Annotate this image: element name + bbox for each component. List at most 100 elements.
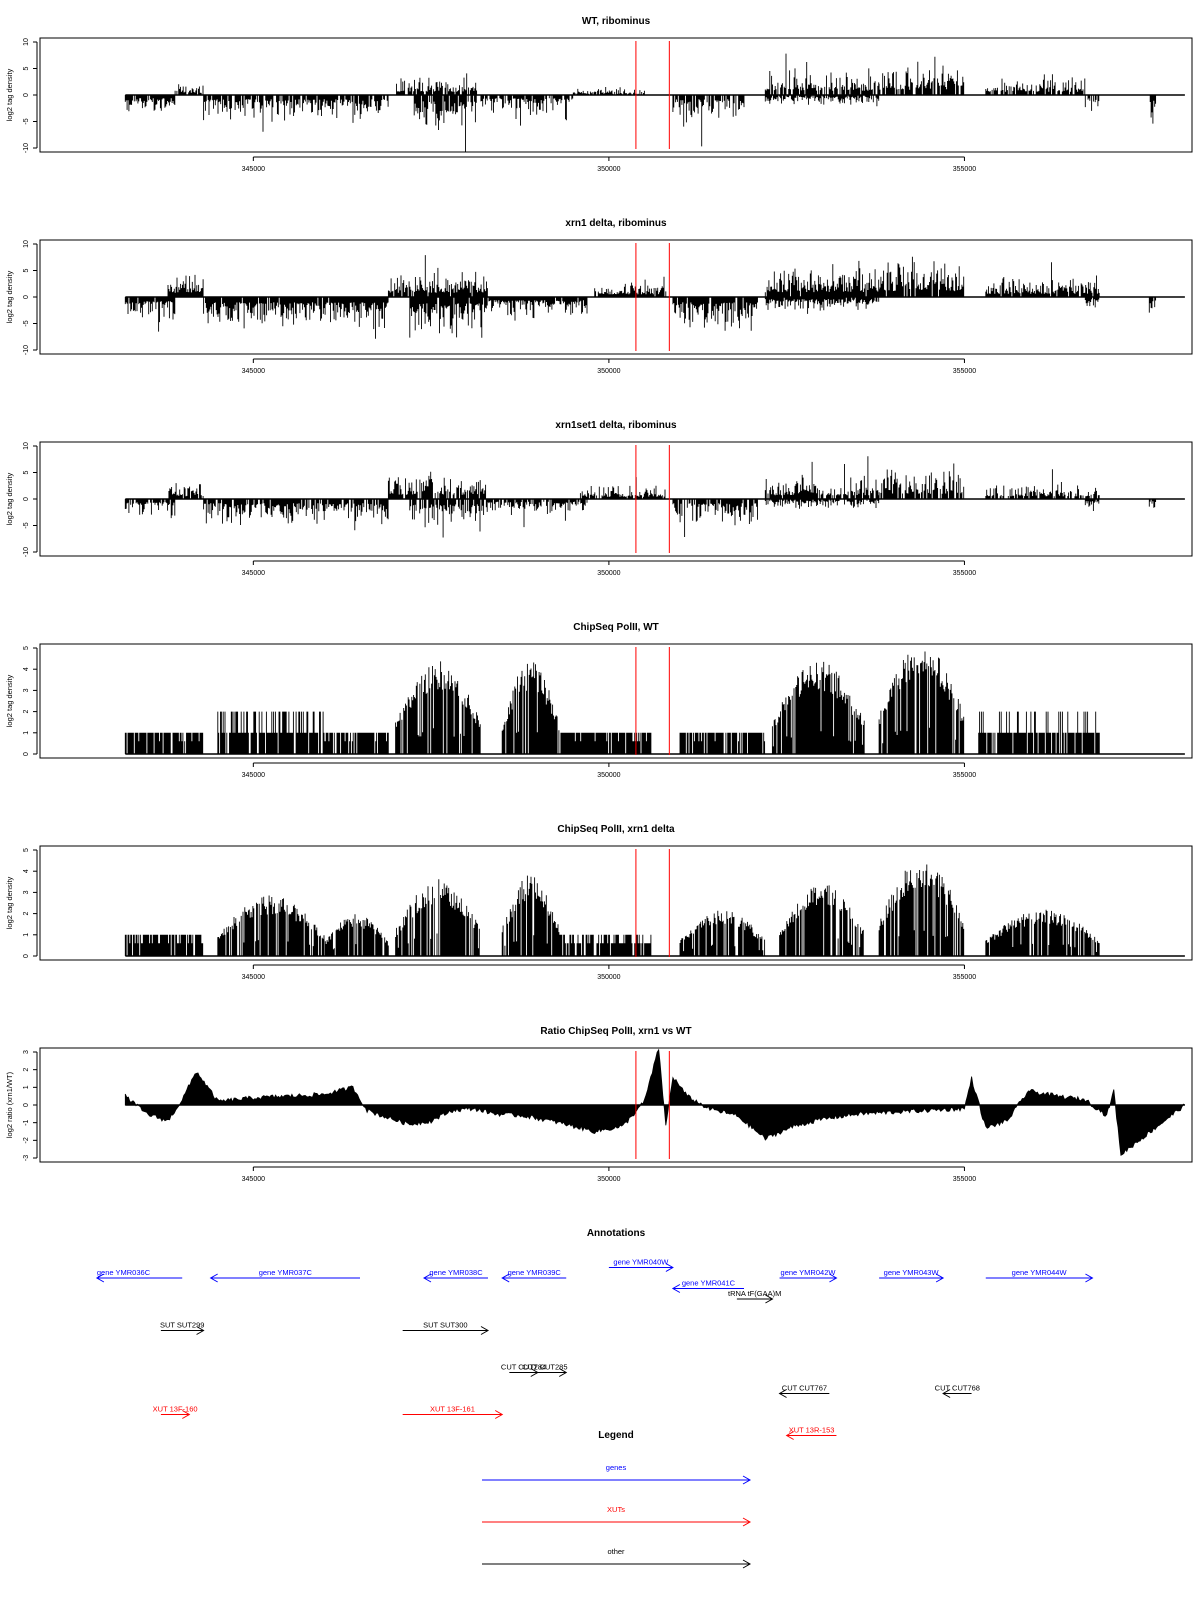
annotation-label: XUT 13F-161	[430, 1405, 475, 1414]
y-tick-label: 10	[23, 442, 30, 450]
chart-panel-5: ChipSeq PolII, xrn1 delta log2 tag densit…	[5, 824, 1193, 981]
annotation-feature: gene YMR038C	[422, 1268, 488, 1283]
arrowhead-left-icon	[209, 1273, 218, 1283]
y-tick-label: 3	[23, 1050, 30, 1054]
arrowhead-right-icon	[742, 1475, 752, 1485]
chart-panel-6: Ratio ChipSeq PolII, xrn1 vs WT log2 rati…	[5, 1026, 1193, 1183]
x-tick-label: 355000	[953, 772, 976, 779]
x-tick-label: 355000	[953, 166, 976, 173]
x-tick-label: 350000	[597, 1176, 620, 1183]
arrowhead-left-icon	[778, 1389, 787, 1398]
annotation-feature: XUT 13F-160	[153, 1405, 198, 1419]
y-tick-label: -5	[23, 522, 30, 528]
annotation-feature: XUT 13R-153	[785, 1426, 837, 1440]
annotation-label: gene YMR043W	[884, 1268, 940, 1277]
x-tick-label: 355000	[953, 974, 976, 981]
annotation-label: CUT CUT768	[935, 1384, 980, 1393]
arrowhead-left-icon	[671, 1284, 681, 1293]
y-axis-label: log2 tag density	[5, 674, 14, 727]
y-tick-label: -1	[23, 1119, 30, 1125]
chart-title: xrn1 delta, ribominus	[565, 218, 667, 229]
y-tick-label: 3	[23, 890, 30, 894]
annotation-feature: gene YMR043W	[879, 1268, 945, 1283]
plot-frame	[39, 239, 1193, 355]
annotation-label: SUT SUT300	[423, 1321, 467, 1330]
chart-title: ChipSeq PolII, xrn1 delta	[557, 824, 675, 835]
legend-label: XUTs	[607, 1505, 625, 1514]
y-tick-label: 5	[23, 268, 30, 272]
y-axis-label: log2 tag density	[5, 68, 14, 121]
y-tick-label: 1	[23, 1085, 30, 1089]
plot-frame	[39, 1047, 1193, 1163]
arrowhead-left-icon	[942, 1389, 951, 1398]
annotation-label: gene YMR042W	[781, 1268, 837, 1277]
x-tick-label: 350000	[597, 368, 620, 375]
y-axis-label: log2 tag density	[5, 270, 14, 323]
x-tick-label: 350000	[597, 166, 620, 173]
arrowhead-left-icon	[785, 1431, 794, 1440]
y-tick-label: -10	[23, 345, 30, 355]
annotation-label: gene YMR039C	[508, 1268, 562, 1277]
arrowhead-right-icon	[765, 1294, 774, 1304]
x-tick-label: 345000	[242, 1176, 265, 1183]
y-tick-label: 1	[23, 933, 30, 937]
annotation-feature: CUT CUT768	[935, 1384, 980, 1398]
x-tick-label: 350000	[597, 772, 620, 779]
y-tick-label: -5	[23, 320, 30, 326]
y-tick-label: 10	[23, 240, 30, 248]
y-tick-label: 2	[23, 710, 30, 714]
arrowhead-left-icon	[95, 1273, 105, 1283]
y-tick-label: -2	[23, 1137, 30, 1143]
arrowhead-right-icon	[182, 1410, 191, 1419]
chart-panel-3: xrn1set1 delta, ribominus log2 tag densit…	[5, 420, 1193, 577]
annotation-label: tRNA tF(GAA)M	[728, 1289, 781, 1298]
annotation-feature: gene YMR042W	[779, 1268, 838, 1283]
x-tick-label: 355000	[953, 368, 976, 375]
legend: Legend genes XUTs other	[482, 1430, 752, 1569]
chart-title: xrn1set1 delta, ribominus	[555, 420, 677, 431]
y-tick-label: -10	[23, 547, 30, 557]
y-tick-label: 0	[23, 295, 30, 299]
x-tick-label: 345000	[242, 166, 265, 173]
annotation-feature: tRNA tF(GAA)M	[728, 1289, 781, 1304]
x-tick-label: 345000	[242, 570, 265, 577]
arrowhead-right-icon	[494, 1410, 504, 1419]
annotations-title: Annotations	[587, 1228, 646, 1239]
annotation-feature: gene YMR037C	[209, 1268, 360, 1283]
y-tick-label: 0	[23, 954, 30, 958]
plot-frame	[39, 643, 1193, 759]
chart-panel-2: xrn1 delta, ribominus log2 tag density 10 5…	[5, 218, 1193, 375]
arrowhead-right-icon	[742, 1559, 752, 1569]
annotation-label: gene YMR036C	[97, 1268, 151, 1277]
arrowhead-right-icon	[665, 1263, 674, 1272]
arrowhead-left-icon	[422, 1273, 432, 1283]
y-axis-label: log2 ratio (xrn1/WT)	[5, 1071, 14, 1138]
annotation-label: CUT CUT284	[501, 1363, 546, 1372]
y-tick-label: 0	[23, 93, 30, 97]
chart-title: Ratio ChipSeq PolII, xrn1 vs WT	[540, 1026, 691, 1037]
y-tick-label: 10	[23, 38, 30, 46]
y-tick-label: -10	[23, 143, 30, 153]
annotation-label: gene YMR037C	[259, 1268, 313, 1277]
arrowhead-right-icon	[935, 1273, 945, 1283]
y-tick-label: 3	[23, 688, 30, 692]
plot-frame	[39, 37, 1193, 153]
legend-entry: other	[482, 1547, 752, 1569]
legend-label: other	[607, 1547, 625, 1556]
plot-frame	[39, 845, 1193, 961]
arrowhead-right-icon	[558, 1368, 568, 1377]
y-tick-label: 0	[23, 1103, 30, 1107]
chart-panel-4: ChipSeq PolII, WT log2 tag density 5 4 3 2 1 0 3…	[5, 622, 1193, 779]
data-bars	[124, 255, 1157, 339]
y-axis-label: log2 tag density	[5, 472, 14, 525]
y-tick-label: 5	[23, 470, 30, 474]
x-tick-label: 345000	[242, 368, 265, 375]
arrowhead-right-icon	[1085, 1273, 1094, 1283]
legend-label: genes	[606, 1463, 627, 1472]
annotation-feature: SUT SUT299	[160, 1321, 205, 1335]
y-tick-label: -5	[23, 118, 30, 124]
x-tick-label: 350000	[597, 974, 620, 981]
ratio-area	[124, 1048, 1186, 1156]
y-tick-label: 1	[23, 731, 30, 735]
